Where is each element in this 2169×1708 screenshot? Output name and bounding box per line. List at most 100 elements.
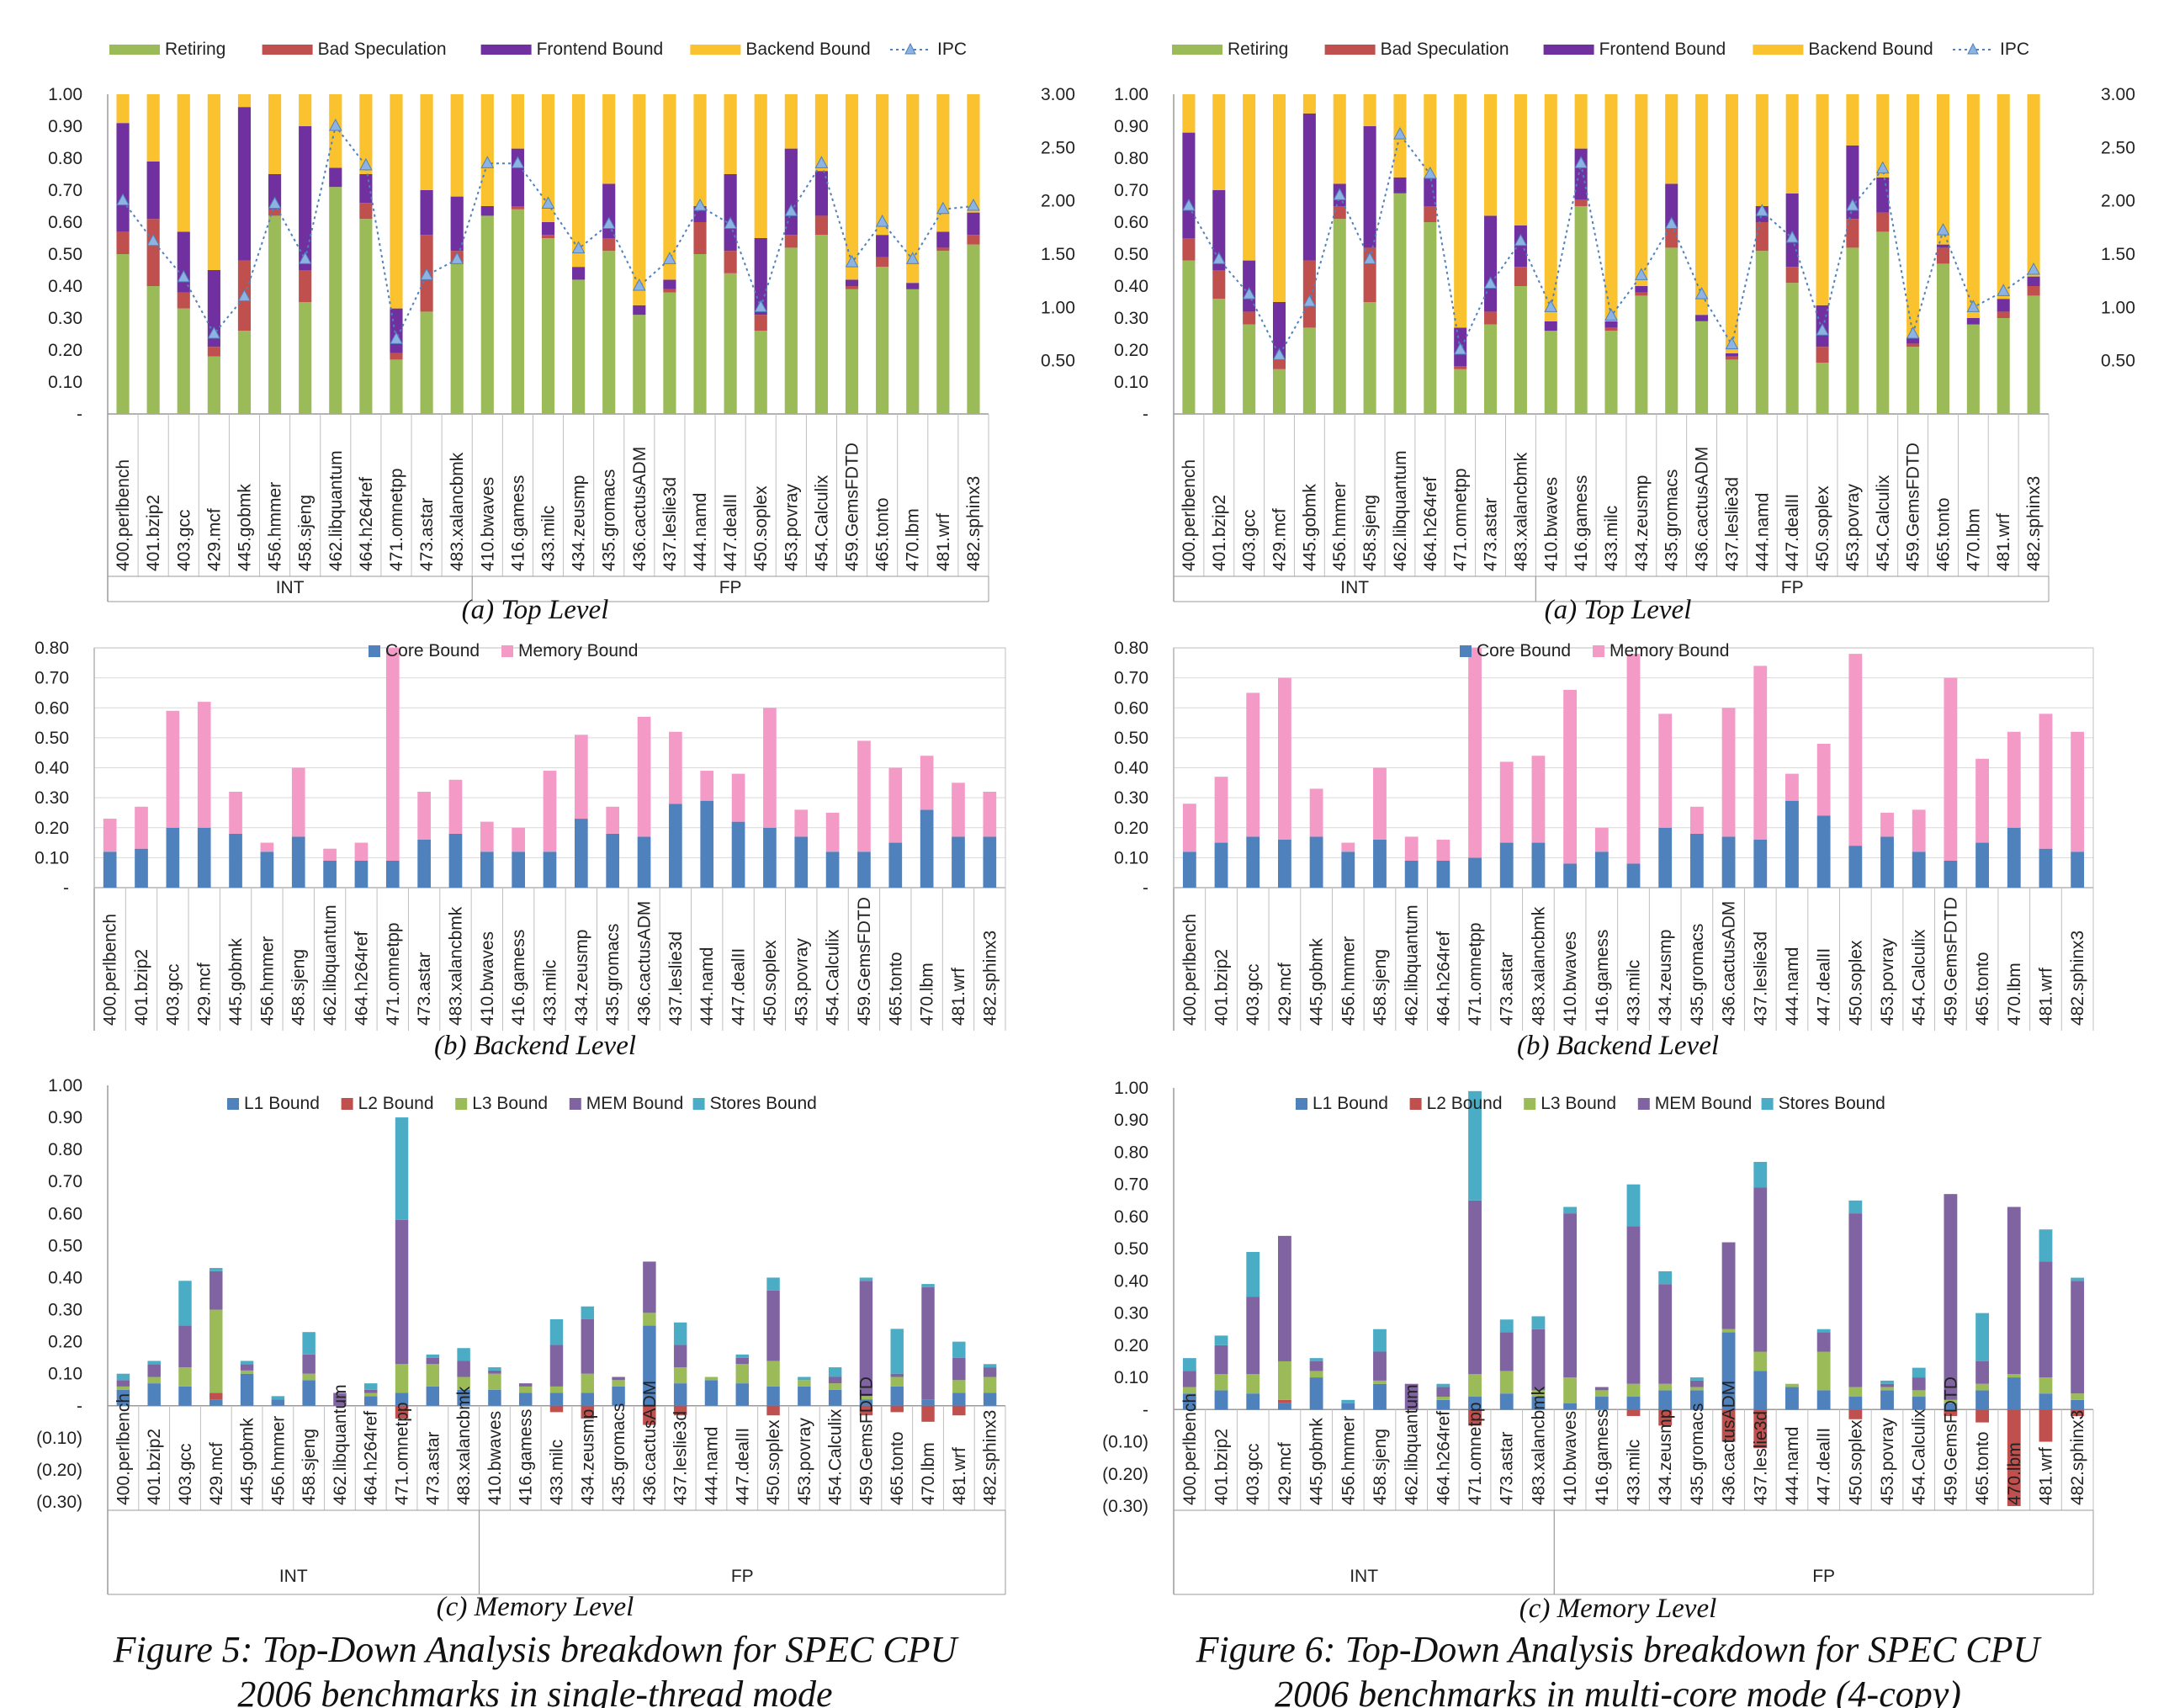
legend-swatch (1172, 45, 1222, 55)
x-tick-label: 459.GemsFDTD (855, 897, 874, 1026)
bar-segment-memory-bound (888, 767, 903, 843)
x-tick-label: 483.xalancbmk (1511, 452, 1530, 571)
bar-segment-bad-speculation (146, 219, 160, 286)
legend-swatch (1761, 1098, 1774, 1110)
y-tick-label: 0.40 (34, 759, 69, 778)
bar-segment-retiring (268, 215, 282, 414)
x-tick-label: 436.cactusADM (1693, 447, 1712, 571)
y-tick-label: 0.50 (48, 1236, 82, 1255)
bar-segment-retiring (2027, 295, 2040, 414)
x-tick-label: 445.gobmk (226, 938, 246, 1026)
legend-label: Core Bound (1477, 641, 1571, 660)
bar-segment-frontend-bound (268, 174, 282, 210)
x-tick-label: 482.sphinx3 (2068, 1410, 2087, 1505)
bar-segment-backend-bound (906, 94, 920, 284)
x-tick-label: 400.perlbench (1180, 1393, 1200, 1505)
bar-segment-memory-bound (543, 771, 557, 852)
bar-segment-mem-bound (1436, 1387, 1450, 1398)
x-tick-label: 462.libquantum (321, 904, 340, 1026)
bar-segment-stores-bound (1499, 1319, 1514, 1333)
chart-subtitle: (c) Memory Level (1519, 1594, 1717, 1624)
bar-segment-frontend-bound (1635, 286, 1648, 293)
x-tick-label: 403.gcc (163, 963, 183, 1026)
bar-segment-l3-bound (2071, 1393, 2085, 1400)
bar-segment-mem-bound (1658, 1284, 1673, 1384)
legend-ipc-marker (904, 42, 916, 55)
x-tick-label: 453.povray (795, 1418, 814, 1505)
bar-segment-l3-bound (1785, 1383, 1799, 1387)
group-label-int: INT (1340, 578, 1369, 597)
y-tick-label: (0.20) (1102, 1465, 1148, 1484)
bar-segment-l1-bound (798, 1386, 811, 1406)
x-tick-label: 462.libquantum (326, 450, 346, 571)
bar-segment-l2-bound (1468, 1409, 1482, 1426)
ipc-point (2027, 262, 2040, 275)
bar-segment-core-bound (1626, 863, 1641, 888)
ipc-point (390, 332, 403, 344)
y-tick-label: 1.00 (48, 85, 82, 104)
bar-segment-memory-bound (1816, 744, 1831, 816)
y-tick-label: - (1143, 878, 1148, 898)
bar-segment-memory-bound (354, 842, 369, 861)
bar-segment-retiring (1816, 363, 1829, 414)
x-tick-label: 453.povray (1878, 1418, 1897, 1505)
bar-segment-l3-bound (1880, 1387, 1894, 1391)
chart-subtitle: (a) Top Level (462, 595, 609, 625)
bar-segment-core-bound (1309, 836, 1323, 888)
y-tick-label: 0.60 (48, 1204, 82, 1223)
ipc-point (1393, 127, 1407, 140)
bar-segment-memory-bound (794, 809, 809, 837)
ipc-point (1635, 268, 1648, 280)
bar-segment-bad-speculation (876, 257, 889, 268)
bar-segment-backend-bound (1514, 94, 1527, 225)
bar-segment-bad-speculation (663, 289, 676, 293)
bar-segment-backend-bound (1454, 94, 1467, 328)
ipc-point (1664, 216, 1678, 230)
bar-segment-bad-speculation (116, 231, 130, 254)
legend-swatch (1296, 1098, 1307, 1110)
bar-segment-l1-bound (921, 1399, 935, 1406)
y-tick-label: 0.80 (1114, 639, 1148, 658)
x-tick-label: 435.gromacs (603, 924, 623, 1026)
bar-segment-stores-bound (1373, 1329, 1387, 1352)
bar-segment-mem-bound (1499, 1332, 1514, 1371)
bar-segment-l3-bound (457, 1376, 470, 1390)
bar-segment-backend-bound (1574, 94, 1588, 149)
y2-tick-label: 2.50 (2101, 138, 2135, 157)
bar-segment-mem-bound (1721, 1242, 1736, 1329)
x-tick-label: 410.bwaves (478, 931, 497, 1026)
x-tick-label: 444.namd (1753, 493, 1772, 571)
bar-segment-l1-bound (488, 1389, 501, 1406)
bar-segment-core-bound (385, 860, 400, 888)
bar-segment-l3-bound (1468, 1374, 1482, 1398)
bar-segment-core-bound (1531, 842, 1546, 888)
bar-segment-mem-bound (1689, 1380, 1704, 1387)
figure5-caption-line2: 2006 benchmarks in single-thread mode (237, 1674, 832, 1708)
bar-segment-l3-bound (1912, 1390, 1926, 1398)
y-tick-label: 0.90 (48, 117, 82, 136)
bar-segment-bad-speculation (1665, 228, 1678, 248)
x-tick-label: 459.GemsFDTD (1904, 443, 1923, 571)
bar-segment-retiring (237, 331, 252, 414)
bar-segment-retiring (1906, 347, 1920, 414)
bar-segment-backend-bound (1816, 94, 1829, 305)
figure6-caption-line1: Figure 6: Top-Down Analysis breakdown fo… (1196, 1629, 2043, 1670)
bar-segment-frontend-bound (1514, 225, 1527, 268)
x-tick-label: 483.xalancbmk (1529, 1386, 1548, 1505)
bar-segment-frontend-bound (1363, 126, 1376, 248)
x-tick-label: 444.namd (697, 947, 717, 1026)
bar-segment-mem-bound (766, 1290, 780, 1361)
bar-segment-memory-bound (260, 842, 274, 852)
bar-segment-core-bound (323, 860, 337, 888)
ipc-point (541, 196, 555, 209)
bar-segment-stores-bound (364, 1383, 378, 1390)
bar-segment-frontend-bound (936, 231, 950, 248)
bar-segment-core-bound (637, 836, 651, 888)
bar-segment-frontend-bound (1484, 215, 1498, 312)
bar-segment-frontend-bound (572, 267, 586, 280)
ipc-point (1785, 230, 1800, 243)
legend-label: Bad Speculation (1381, 40, 1509, 59)
x-tick-label: 437.leslie3d (1751, 1411, 1770, 1505)
bar-segment-memory-bound (857, 740, 871, 852)
